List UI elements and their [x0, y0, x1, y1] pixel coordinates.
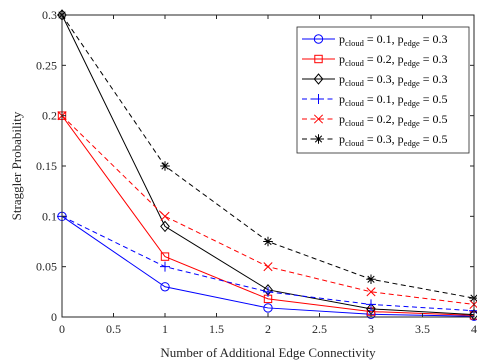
x-tick-label-9: 4: [471, 322, 477, 336]
series-6-point-4: [366, 274, 376, 285]
y-tick-label-4: 0.15: [36, 159, 57, 173]
series-2-line: [61, 115, 475, 316]
legend-label-6: pcloud = 0.3, pedge = 0.5: [339, 132, 448, 148]
series-4-line: [61, 215, 475, 312]
legend-marker-5: [313, 114, 324, 124]
legend-entry-1: pcloud = 0.1, pedge = 0.3: [302, 32, 448, 48]
x-tick-label-3: 1: [162, 322, 168, 336]
legend-label-3: pcloud = 0.3, pedge = 0.3: [339, 72, 448, 88]
series-1-point-3: [263, 303, 273, 313]
legend-label-1: pcloud = 0.1, pedge = 0.3: [339, 32, 448, 48]
series-4-point-3: [263, 286, 273, 297]
legend-entry-6: pcloud = 0.3, pedge = 0.5: [302, 132, 448, 148]
legend-marker-3: [313, 73, 324, 85]
series-1-line: [61, 215, 475, 317]
y-tick-label-2: 0.05: [36, 260, 57, 274]
axis-layer: 0 0.5 1 1.5 2 2.5 3 3.5 4 0 0.05 0.1 0.15 0.2 0.25 0.3: [36, 8, 477, 336]
legend-label-2: pcloud = 0.2, pedge = 0.3: [339, 52, 448, 68]
legend: pcloud = 0.1, pedge = 0.3 pcloud = 0.2, p…: [296, 26, 470, 154]
x-tick-label-2: 0.5: [106, 322, 121, 336]
legend-entry-5: pcloud = 0.2, pedge = 0.5: [302, 112, 448, 128]
series-4-point-4: [366, 299, 376, 310]
y-tick-label-3: 0.1: [42, 209, 57, 223]
series-6-point-2: [160, 161, 170, 171]
legend-entry-3: pcloud = 0.3, pedge = 0.3: [302, 72, 448, 88]
series-2-point-2: [160, 252, 170, 261]
series-3-point-2: [160, 220, 170, 233]
x-tick-label-6: 2.5: [312, 322, 327, 336]
legend-marker-2: [314, 54, 323, 64]
x-tick-label-8: 3.5: [415, 322, 430, 336]
legend-box: [296, 26, 470, 154]
legend-marker-4: [313, 94, 324, 104]
x-tick-label-1: 0: [59, 322, 65, 336]
x-tick-label-5: 2: [265, 322, 271, 336]
legend-marker-6: [313, 134, 324, 144]
x-tick-label-4: 1.5: [209, 322, 224, 336]
series-4-point-2: [160, 261, 170, 272]
series-5-point-3: [263, 262, 273, 272]
y-axis-label: Straggler Probability: [9, 111, 24, 220]
legend-entry-4: pcloud = 0.1, pedge = 0.5: [302, 92, 448, 108]
series-1-point-2: [160, 282, 170, 292]
x-tick-label-7: 3: [368, 322, 374, 336]
y-tick-label-6: 0.25: [36, 58, 57, 72]
series-5-point-4: [366, 287, 376, 297]
series-5-point-2: [160, 211, 170, 221]
legend-marker-1: [313, 34, 324, 44]
legend-entry-2: pcloud = 0.2, pedge = 0.3: [302, 52, 448, 68]
y-tick-label-1: 0: [51, 310, 57, 324]
y-tick-label-5: 0.2: [42, 109, 57, 123]
legend-label-4: pcloud = 0.1, pedge = 0.5: [339, 92, 448, 108]
series-6-point-3: [263, 236, 273, 247]
x-axis-label: Number of Additional Edge Connectivity: [160, 345, 376, 360]
legend-label-5: pcloud = 0.2, pedge = 0.5: [339, 112, 448, 128]
y-tick-label-7: 0.3: [42, 8, 57, 22]
